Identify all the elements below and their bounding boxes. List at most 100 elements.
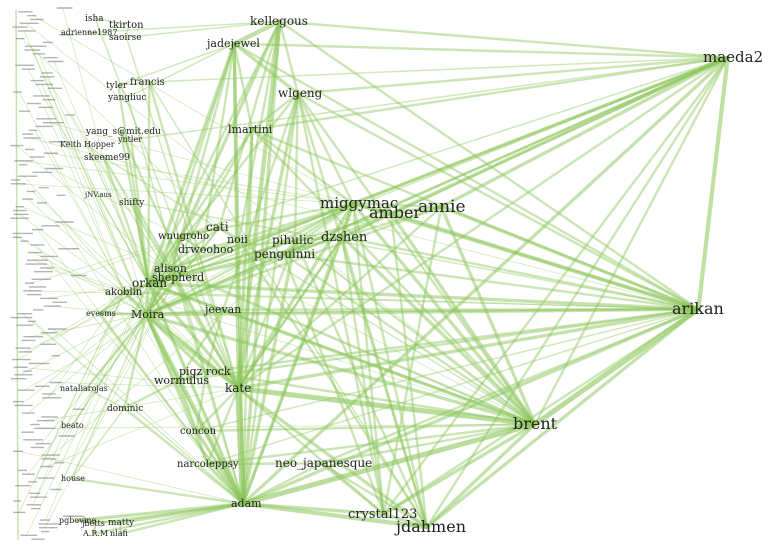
edge-arikan-amber xyxy=(389,211,701,311)
edge-dzshen-orkan xyxy=(147,235,344,285)
edge-akoblin-moira xyxy=(123,290,148,316)
edge-kate-lmartini xyxy=(236,128,254,391)
edge-brent-pihulic xyxy=(293,239,537,426)
minor-edge xyxy=(62,7,147,316)
edge-tyler-yangliuc xyxy=(117,84,129,99)
edge-maeda2-jadejewel xyxy=(233,42,729,59)
edge-orkan-tyler xyxy=(117,84,150,285)
minor-edge xyxy=(32,282,149,506)
minor-edge xyxy=(19,366,239,389)
minor-edge xyxy=(21,38,220,228)
edge-pigzrock-wormulus xyxy=(176,370,208,383)
edge-arikan-wlgeng xyxy=(296,92,700,311)
edge-arikan-annie xyxy=(439,205,701,311)
edge-brent-neojapanesque xyxy=(320,423,537,465)
node-label-evesms: evesms xyxy=(86,309,116,318)
edge-brent-wlgeng xyxy=(296,92,537,426)
edge-kellegous-adrienne1987 xyxy=(86,20,281,34)
edge-jeevan-wormulus xyxy=(176,308,225,382)
minor-edge xyxy=(18,91,125,293)
node-label-adrienne1987: adrienne1987 xyxy=(61,28,117,37)
edge-dominic-nataliarojas xyxy=(85,387,126,410)
edge-keithhopper-skeeme99 xyxy=(85,143,105,159)
edge-brent-moira xyxy=(144,313,537,426)
edge-adam-kellegous xyxy=(241,19,282,506)
edge-kellegous-saoirse xyxy=(125,20,281,39)
node-label-skeeme99: skeeme99 xyxy=(84,153,130,163)
edge-dzshen-kate xyxy=(236,235,344,390)
edge-brent-alison xyxy=(170,267,537,426)
edge-isha-kate xyxy=(94,17,239,390)
edge-arikan-jadejewel xyxy=(233,42,700,311)
edge-lmartini-adam xyxy=(241,128,254,505)
node-label-concon: concon xyxy=(180,426,217,437)
node-label-yangliuc: yangliuc xyxy=(107,93,147,103)
edge-jadejewel-yangliuc xyxy=(127,42,235,99)
edge-dzshen-crystal123 xyxy=(341,235,385,516)
node-label-house: house xyxy=(61,474,85,483)
node-label-kellegous: kellegous xyxy=(250,14,308,28)
minor-edge xyxy=(33,291,125,483)
edge-amber-orkan xyxy=(147,211,393,285)
node-label-tyler: tyler xyxy=(106,81,128,91)
minor-edge xyxy=(48,122,354,204)
edge-brent-crystal123 xyxy=(382,422,537,516)
node-label-wnugroho: wnugroho xyxy=(158,231,209,242)
edge-wormulus-concon xyxy=(176,379,198,433)
edge-amber-jdahmen xyxy=(389,211,428,529)
labels-layer: maeda2 arikan brent kellegous jadejewel wlgen… xyxy=(59,14,763,538)
node-label-brent: brent xyxy=(513,414,558,433)
node-label-shifty: shifty xyxy=(119,198,145,208)
edge-orkan-yangsmit xyxy=(119,130,150,285)
edge-cati-noii xyxy=(217,226,241,241)
edge-lmartini-moira xyxy=(144,128,254,316)
edge-shifty-arikan xyxy=(133,201,700,310)
edge-adam-house xyxy=(70,477,245,505)
edge-adam-concon xyxy=(194,429,245,506)
edge-wlgeng-crystal123 xyxy=(296,92,385,516)
minor-edge xyxy=(47,291,125,399)
edge-miggymac-noii xyxy=(237,202,355,241)
edge-jeevan-pigzrock xyxy=(205,308,225,373)
edge-brent-kate xyxy=(235,385,538,427)
edge-moira-house xyxy=(71,313,147,480)
edge-matty-nlafi xyxy=(119,521,123,535)
edge-orkan-evesms xyxy=(97,282,150,315)
minor-edge xyxy=(56,277,177,490)
edge-brent-miggymac xyxy=(351,201,537,426)
node-label-pigzrock: pigz rock xyxy=(179,365,231,378)
edge-adam-crystal123 xyxy=(241,502,386,516)
edge-miggymac-moira xyxy=(144,202,355,316)
edge-brent-annie xyxy=(439,205,537,426)
edge-noii-alison xyxy=(170,238,241,270)
edge-neojapanesque-jdahmen xyxy=(320,462,428,529)
minor-edge xyxy=(46,203,354,460)
minor-edge xyxy=(35,291,125,498)
edge-adrienne1987-saoirse xyxy=(86,31,128,39)
edge-brent-concon xyxy=(195,423,537,433)
edge-maeda2-kellegous xyxy=(278,20,729,59)
node-label-arm: A.R.M xyxy=(82,529,108,538)
edge-kellegous-noii xyxy=(237,20,281,241)
node-label-noii: noii xyxy=(227,233,248,246)
minor-edge xyxy=(32,259,536,425)
edge-lmartini-miggymac xyxy=(250,128,355,205)
edge-arikan-penguinni xyxy=(282,253,700,311)
node-label-drwoohoo: drwoohoo xyxy=(178,243,234,256)
minor-edge xyxy=(70,114,239,389)
edge-kate-kellegous xyxy=(236,19,282,391)
edge-orkan-akoblin xyxy=(123,282,150,294)
edge-penguinni-moira xyxy=(144,253,285,316)
edge-wlgeng-orkan xyxy=(147,92,299,285)
edge-maeda2-brent xyxy=(533,56,729,426)
minor-edge xyxy=(30,226,220,284)
edge-noii-drwoohoo xyxy=(200,238,241,251)
node-label-kate: kate xyxy=(225,381,251,395)
edge-maeda2-amber xyxy=(389,55,730,215)
minor-edge xyxy=(55,382,239,389)
edge-arikan-evesms xyxy=(98,308,700,315)
edge-kate-dzshen xyxy=(236,235,344,390)
minor-nodes-layer xyxy=(10,7,87,540)
edge-miggymac-crystal123 xyxy=(351,202,385,516)
edge-brent-pigzrock xyxy=(205,370,537,426)
